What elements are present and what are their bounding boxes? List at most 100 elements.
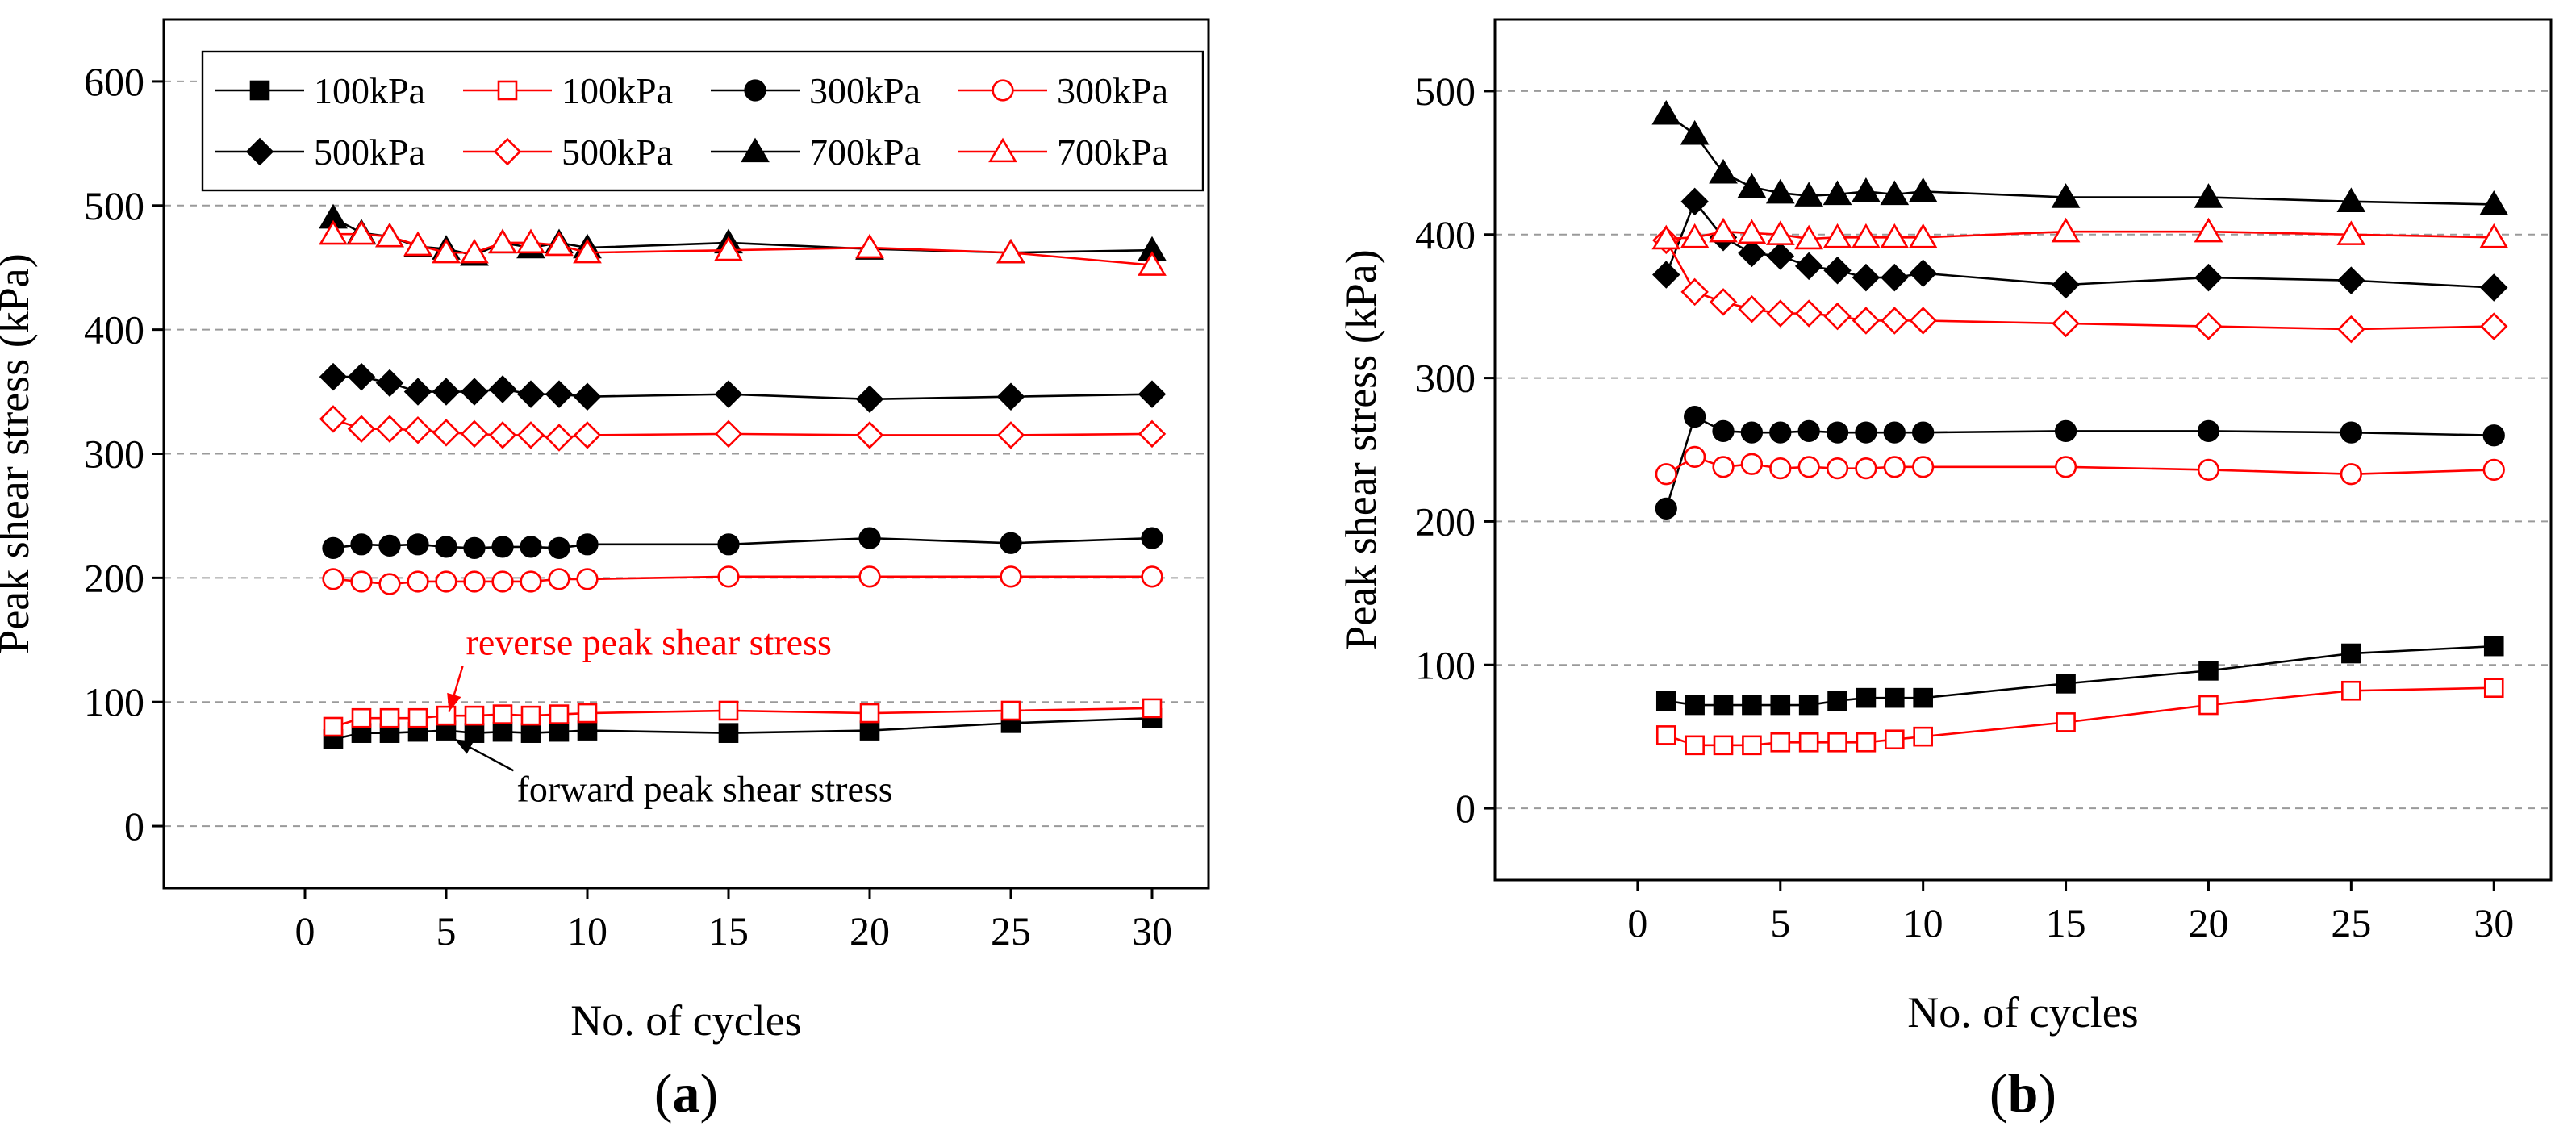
data-point: [520, 705, 541, 726]
series-line: [1666, 645, 2495, 707]
data-point: [1884, 687, 1905, 708]
legend-label: 500kPa: [314, 131, 425, 173]
series-500kpa-forward: [1652, 187, 2508, 302]
data-point: [1651, 224, 1681, 250]
series-700kpa-reverse: [319, 219, 1167, 276]
data-point: [859, 720, 880, 741]
data-point: [1713, 735, 1734, 756]
x-tick-label: 0: [1627, 900, 1647, 945]
y-tick-label: 400: [1415, 212, 1476, 257]
data-point: [1765, 178, 1795, 204]
data-point: [1712, 419, 1735, 443]
data-point: [996, 238, 1025, 264]
series-100kpa-reverse: [1655, 678, 2504, 756]
panel-caption: (a): [654, 1062, 718, 1124]
legend-box: [201, 50, 1204, 192]
data-point: [379, 707, 400, 728]
data-point: [718, 700, 739, 721]
y-tick-label: 500: [84, 183, 144, 228]
data-point: [322, 568, 344, 590]
data-point: [460, 378, 489, 406]
legend-label: 300kPa: [1057, 70, 1168, 111]
data-point: [577, 703, 598, 724]
data-point: [1794, 252, 1823, 281]
data-point: [855, 421, 884, 449]
data-point: [1855, 457, 1877, 480]
data-point: [516, 421, 545, 449]
y-tick-label: 100: [1415, 642, 1476, 687]
data-point: [2198, 661, 2219, 681]
data-point: [2197, 419, 2220, 443]
legend-item: 500kPa: [215, 131, 425, 173]
y-tick-label: 100: [84, 679, 144, 724]
data-point: [859, 703, 880, 724]
data-point: [2056, 674, 2076, 694]
panel-caption-letter: a: [673, 1062, 700, 1124]
data-point: [1855, 421, 1877, 444]
data-point: [464, 723, 485, 743]
data-point: [1142, 698, 1163, 719]
data-point: [2340, 421, 2362, 444]
data-point: [463, 536, 486, 560]
data-point: [1000, 532, 1022, 554]
data-point: [2480, 273, 2508, 302]
data-point: [1680, 223, 1710, 248]
x-tick-label: 10: [1903, 900, 1943, 945]
data-point: [1684, 405, 1706, 428]
data-point: [351, 707, 372, 728]
data-point: [548, 536, 570, 560]
chart-panel-b: 0 100 200 300 400 500 0 5 10 15 20 25 30 No. of cycle…: [1337, 18, 2553, 1124]
data-point: [350, 533, 373, 556]
data-point: [2194, 312, 2223, 340]
data-point: [2479, 190, 2509, 215]
y-tick-label: 200: [84, 555, 144, 600]
data-point: [491, 536, 514, 558]
data-point: [996, 421, 1025, 449]
data-point: [1680, 187, 1709, 216]
data-point: [1000, 565, 1022, 588]
data-point: [1912, 421, 1935, 444]
annotation-arrowhead: [454, 739, 474, 754]
data-point: [520, 536, 542, 558]
data-point: [1742, 735, 1762, 756]
y-tick-label: 0: [124, 803, 144, 849]
data-point: [464, 705, 485, 726]
data-point: [718, 723, 739, 743]
data-point: [2054, 456, 2077, 478]
data-point: [1737, 173, 1767, 198]
data-point: [347, 219, 376, 245]
data-point: [573, 382, 602, 411]
data-point: [1141, 527, 1163, 549]
x-tick-label: 30: [2474, 900, 2514, 945]
data-point: [1826, 457, 1849, 480]
x-tick-label: 20: [850, 908, 890, 953]
data-point: [2483, 678, 2504, 699]
legend-label: 300kPa: [809, 70, 921, 111]
data-point: [319, 219, 348, 245]
data-point: [378, 573, 401, 595]
x-tick-label: 10: [567, 908, 607, 953]
x-tick-label: 25: [2331, 900, 2371, 945]
data-point: [1826, 421, 1849, 444]
data-point: [403, 416, 432, 444]
legend-marker: [249, 80, 270, 101]
y-axis-title: Peak shear stress (kPa): [0, 253, 38, 653]
data-point: [1827, 732, 1847, 753]
legend-marker: [744, 79, 766, 102]
data-point: [1680, 277, 1709, 307]
data-point: [1822, 223, 1852, 248]
series-300kpa-reverse: [322, 565, 1163, 595]
data-point: [435, 570, 457, 593]
data-point: [460, 238, 489, 264]
data-point: [375, 222, 404, 248]
data-point: [2482, 424, 2505, 447]
data-point: [858, 527, 881, 549]
data-point: [1908, 177, 1938, 202]
data-point: [347, 362, 376, 391]
data-point: [1769, 421, 1792, 444]
data-point: [1881, 307, 1909, 335]
legend-item: 300kPa: [711, 70, 921, 111]
data-point: [1652, 261, 1680, 289]
legend-label: 700kPa: [809, 131, 921, 173]
data-point: [714, 236, 743, 261]
